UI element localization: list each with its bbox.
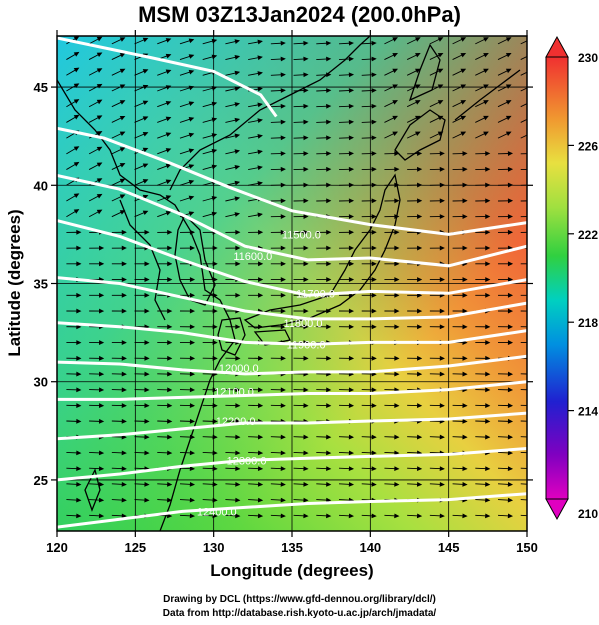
contour-label: 11700.0 — [296, 288, 335, 300]
y-tick-label: 45 — [34, 80, 48, 95]
height-contour — [57, 174, 527, 268]
map-title: MSM 03Z13Jan2024 (200.0hPa) — [138, 2, 461, 27]
height-contour — [57, 276, 527, 321]
colorbar-tick-label: 230 — [578, 51, 598, 65]
colorbar: 210 214 218 222 226 230 — [545, 35, 598, 521]
colorbar-tick-label: 214 — [578, 405, 598, 419]
contour-label: 11800.0 — [283, 318, 322, 330]
height-contour — [57, 354, 527, 376]
height-contour — [57, 126, 527, 236]
x-tick-label: 125 — [124, 540, 146, 555]
contour-label: 11600.0 — [233, 251, 272, 263]
height-contour — [57, 36, 278, 118]
height-contour — [57, 321, 527, 346]
contour-labels: 11500.0 11600.0 11700.0 11800.0 11900.0 12000… — [197, 229, 335, 518]
x-tick-label: 120 — [46, 540, 68, 555]
x-tick-label: 150 — [516, 540, 538, 555]
height-contours — [57, 36, 527, 529]
y-tick-label: 30 — [34, 375, 48, 390]
coastline — [57, 36, 521, 531]
contour-label: 12200.0 — [216, 416, 256, 428]
y-tick-label: 25 — [34, 473, 48, 488]
y-tick-label: 40 — [34, 178, 48, 193]
y-axis-label: Latitude (degrees) — [5, 209, 24, 356]
contour-label: 12000.0 — [219, 363, 259, 375]
colorbar-tick-label: 218 — [578, 316, 598, 330]
credit-drawing: Drawing by DCL (https://www.gfd-dennou.o… — [163, 594, 436, 605]
height-contour — [57, 380, 527, 401]
credit-data: Data from http://database.rish.kyoto-u.a… — [162, 608, 437, 619]
contour-label: 12300.0 — [227, 455, 267, 467]
height-contour — [57, 492, 527, 529]
y-tick-label: 35 — [34, 277, 48, 292]
x-axis: 120 125 130 135 140 145 150 — [46, 30, 538, 555]
colorbar-tick-label: 226 — [578, 139, 598, 153]
colorbar-tick-label: 210 — [578, 507, 598, 521]
contour-label: 11900.0 — [287, 339, 326, 351]
contour-label: 12100.0 — [214, 387, 254, 399]
height-contour — [57, 447, 527, 482]
x-tick-label: 145 — [438, 540, 460, 555]
x-axis-label: Longitude (degrees) — [210, 561, 373, 580]
x-tick-label: 140 — [359, 540, 381, 555]
height-contour — [57, 219, 527, 297]
y-axis: 25 30 35 40 45 — [34, 80, 533, 488]
x-tick-label: 135 — [281, 540, 303, 555]
x-tick-label: 130 — [203, 540, 225, 555]
contour-label: 11500.0 — [282, 229, 321, 241]
graticule — [57, 36, 527, 531]
contour-label: 12400.0 — [197, 506, 237, 518]
colorbar-tick-label: 222 — [578, 228, 598, 242]
height-contour — [57, 411, 527, 441]
